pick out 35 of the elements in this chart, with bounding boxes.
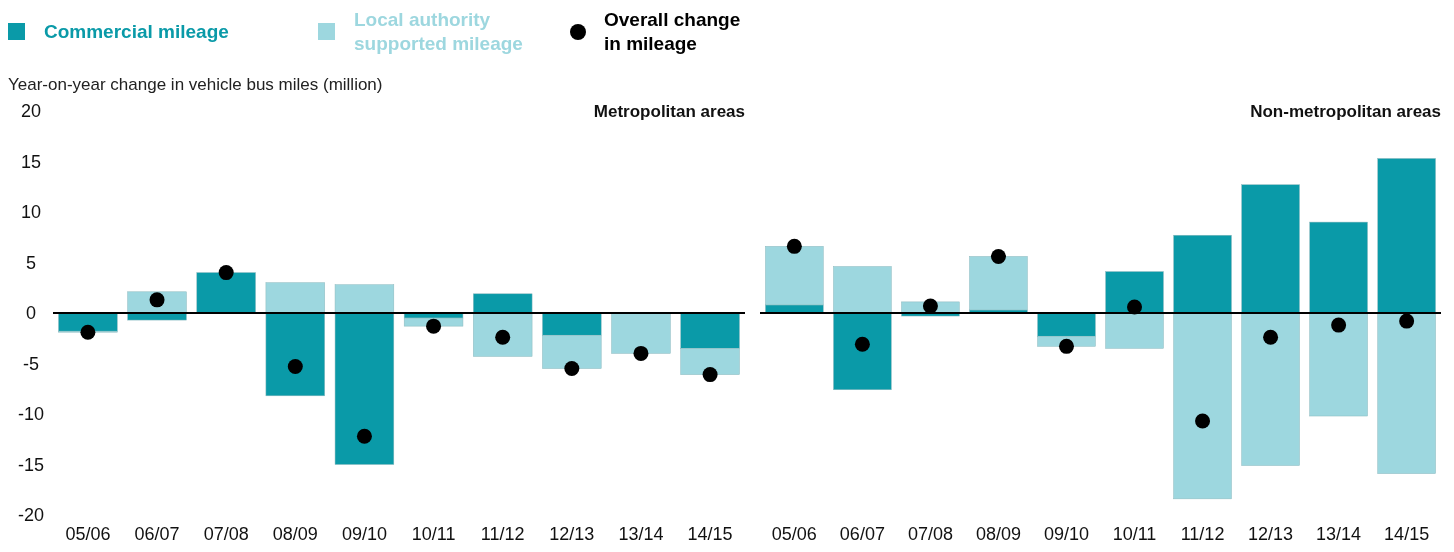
y-tick-label: 0 — [25, 303, 37, 324]
x-tick-label: 14/15 — [1384, 524, 1430, 544]
y-tick-label: -10 — [17, 404, 45, 425]
x-tick-label: 11/12 — [1180, 524, 1225, 544]
x-tick-label: 11/12 — [480, 524, 525, 544]
x-tick-label: 06/07 — [839, 524, 885, 544]
x-tick-label: 08/09 — [975, 524, 1021, 544]
x-tick-label: 05/06 — [771, 524, 817, 544]
legend-label: Overall change in mileage — [604, 9, 741, 54]
y-tick-label: 15 — [20, 151, 42, 172]
legend-label: Local authority supported mileage — [354, 9, 523, 54]
x-tick-label: 13/14 — [618, 524, 664, 544]
y-tick-label: -20 — [17, 505, 45, 526]
x-tick-label: 08/09 — [272, 524, 318, 544]
chart-title: Non-metropolitan areas — [1250, 102, 1441, 121]
x-tick-label: 07/08 — [203, 524, 249, 544]
y-tick-label: -5 — [22, 353, 40, 374]
x-tick-label: 10/11 — [1112, 524, 1157, 544]
y-tick-label: -15 — [17, 454, 45, 475]
x-tick-label: 13/14 — [1316, 524, 1362, 544]
y-tick-label: 10 — [20, 202, 42, 223]
y-axis-title: Year-on-year change in vehicle bus miles (million) — [8, 75, 383, 94]
x-tick-label: 14/15 — [687, 524, 733, 544]
x-tick-label: 07/08 — [907, 524, 953, 544]
x-tick-label: 09/10 — [341, 524, 387, 544]
x-tick-label: 09/10 — [1043, 524, 1090, 544]
x-tick-label: 06/07 — [134, 524, 180, 544]
x-tick-label: 10/11 — [411, 524, 456, 544]
x-tick-label: 12/13 — [1248, 524, 1294, 544]
x-tick-label: 12/13 — [549, 524, 595, 544]
chart-title: Metropolitan areas — [593, 102, 745, 121]
y-tick-label: 20 — [20, 101, 42, 122]
legend-label: Commercial mileage — [44, 21, 229, 42]
y-tick-label: 5 — [25, 252, 37, 273]
x-tick-label: 05/06 — [65, 524, 111, 544]
